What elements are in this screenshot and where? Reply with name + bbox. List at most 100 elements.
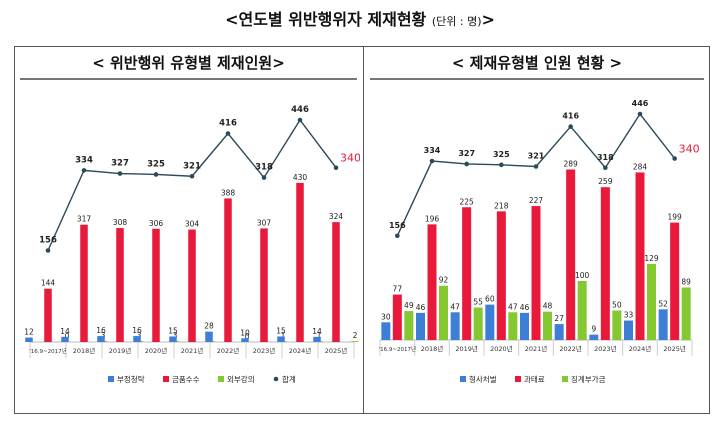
data-label: 27 [554,314,564,323]
legend-swatch [562,376,568,382]
data-label: 388 [221,188,236,197]
legend-label: 형사처벌 [469,374,497,384]
data-label: 16 [132,326,142,335]
bar-1-3-9 [351,341,359,342]
data-label: 227 [529,196,544,205]
page-title-close: > [481,10,495,29]
bar-2-1-2 [416,312,425,340]
data-label: 16 [96,326,106,335]
x-tick-label: 2024년 [289,346,312,355]
total-point [189,173,195,179]
bar-2-2-9 [670,222,680,340]
data-label: 225 [460,197,475,206]
bar-1-1-3 [97,336,105,342]
data-label: 60 [485,295,495,304]
bar-2-3-4 [508,312,518,340]
legend-label: 합계 [282,374,296,384]
bar-2-3-8 [647,263,656,340]
x-tick-label: 2019년 [455,344,478,353]
total-point [395,233,400,239]
data-label: 14 [60,327,70,336]
data-label: 33 [624,311,634,320]
legend-swatch [515,376,521,382]
bar-1-1-5 [169,336,177,342]
total-label: 446 [291,105,309,115]
data-label: 92 [439,276,449,285]
bar-2-1-3 [450,312,460,340]
total-label: 156 [39,236,57,246]
data-label: 89 [681,277,691,286]
total-point [533,164,539,169]
bar-1-2-2 [80,224,88,342]
data-label: 47 [450,302,460,311]
x-tick-label: 2020년 [490,344,513,353]
data-label: 48 [543,302,553,311]
total-point [297,117,303,123]
data-label: 430 [293,173,308,182]
data-label: 55 [473,298,483,307]
data-label: 47 [508,302,518,311]
data-label: 2 [353,331,358,340]
bar-2-2-8 [635,172,645,340]
legend-swatch [460,376,466,382]
total-label: 416 [562,112,579,121]
total-label: 340 [340,152,360,165]
bar-1-1-6 [205,331,213,342]
data-label: 15 [168,326,178,335]
total-point [333,165,339,170]
total-point [464,161,469,167]
bar-1-2-8 [296,182,304,342]
total-label: 156 [389,221,406,230]
total-point [45,248,51,253]
data-label: 3 [101,331,106,340]
total-point [429,158,435,164]
data-label: 100 [575,271,590,280]
data-label: 28 [204,322,214,331]
data-label: 0 [65,332,70,341]
total-label: 325 [147,159,165,169]
total-label: 321 [183,161,201,171]
x-tick-label: 2019년 [109,346,132,355]
bar-2-1-7 [589,334,599,340]
x-tick-label: 2022년 [217,346,240,355]
data-label: 196 [425,214,440,223]
bar-1-1-1 [25,337,33,342]
bar-1-2-6 [224,198,232,342]
x-tick-label: 2022년 [559,344,582,353]
data-label: 50 [612,301,622,310]
data-label: 289 [564,159,579,168]
x-tick-label: 2025년 [325,346,348,355]
left-panel-title: < 위반행위 유형별 제재인원> [92,54,285,72]
total-label: 318 [597,153,614,162]
bar-1-1-8 [277,336,285,342]
x-tick-label: 2018년 [73,346,96,355]
total-label: 334 [424,146,441,155]
bar-1-1-4 [133,336,141,342]
data-label: 307 [257,218,272,227]
bar-2-2-3 [462,207,472,340]
bar-1-2-4 [152,228,160,342]
bar-2-2-7 [600,187,610,340]
total-point [81,168,87,173]
bar-2-1-8 [624,320,633,340]
data-label: 306 [149,219,164,228]
data-label: 30 [381,312,391,321]
legend-label: 금품수수 [172,375,200,384]
data-label: 3 [137,331,142,340]
bar-2-2-2 [427,224,437,340]
page-title: <연도별 위반행위자 제재현황 (단위 : 명)> [0,6,720,30]
data-label: 46 [416,303,426,312]
right-panel-rule [370,78,704,80]
legend-label: 외부강의 [227,374,255,384]
legend-label: 과태료 [524,375,545,384]
total-point [499,162,504,168]
legend-label: 부정청탁 [117,374,145,384]
total-label: 327 [111,159,129,169]
total-label: 327 [458,149,475,158]
bar-2-3-9 [681,287,691,340]
bar-1-2-7 [260,228,268,342]
bar-2-3-1 [404,311,414,340]
bar-2-2-4 [496,211,506,340]
x-tick-label: 2023년 [253,346,276,355]
bar-1-1-2 [61,336,69,342]
